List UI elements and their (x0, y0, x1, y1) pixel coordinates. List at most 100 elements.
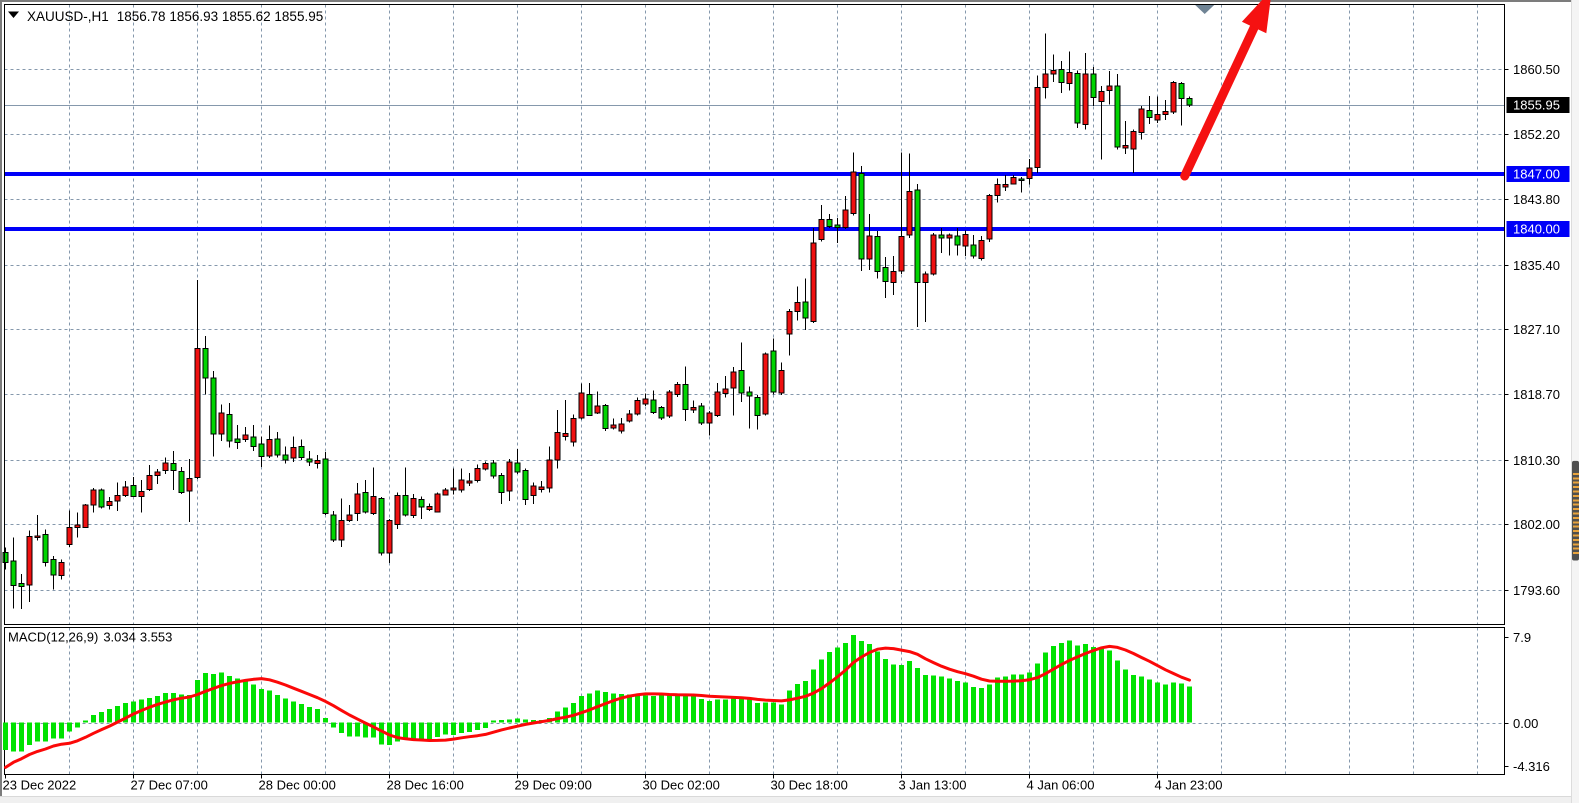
candle-body (386, 519, 393, 554)
candle (138, 480, 145, 513)
candle (1114, 74, 1121, 150)
macd-histogram-bar (763, 702, 768, 723)
macd-histogram-bar (19, 722, 24, 752)
candle-body (930, 234, 937, 275)
macd-histogram-bar (939, 676, 944, 723)
macd-histogram-bar (115, 706, 120, 723)
macd-histogram-bar (627, 694, 632, 723)
candle-body (450, 487, 457, 491)
candle-body (970, 244, 977, 257)
macd-indicator-name: MACD(12,26,9) (8, 630, 98, 645)
trend-arrow-shaft[interactable] (1180, 17, 1262, 181)
candle (18, 574, 25, 609)
candle-body (1074, 72, 1081, 124)
candle-body (1186, 97, 1193, 106)
window-border-top (0, 0, 1579, 2)
support-resistance-line[interactable] (4, 172, 1505, 176)
candle-body (850, 171, 857, 214)
candle (810, 228, 817, 323)
candle-body (650, 399, 657, 413)
candle (234, 424, 241, 449)
candle-body (66, 526, 73, 546)
macd-histogram-bar (339, 722, 344, 733)
price-axis-label: 1827.10 (1513, 322, 1560, 337)
macd-histogram-bar (379, 722, 384, 745)
time-axis-label: 30 Dec 18:00 (771, 778, 848, 793)
symbol-header: XAUUSD-,H1 1856.78 1856.93 1855.62 1855.9… (8, 9, 323, 24)
macd-histogram-bar (1107, 650, 1112, 723)
candle-body (370, 495, 377, 514)
scrollbar-thumb[interactable] (1572, 460, 1579, 561)
candle-body (546, 459, 553, 489)
macd-histogram-bar (899, 665, 904, 723)
support-resistance-line[interactable] (4, 227, 1505, 231)
candle (202, 336, 209, 395)
macd-histogram-bar (395, 722, 400, 742)
candle (490, 459, 497, 479)
candle-body (722, 388, 729, 395)
scrollbar[interactable] (1571, 0, 1579, 803)
symbol-dropdown-triangle-icon[interactable] (8, 11, 19, 19)
candle-body (442, 489, 449, 496)
macd-histogram-bar (963, 682, 968, 723)
candle (1058, 60, 1065, 93)
trend-arrow-annotation[interactable] (1180, 0, 1272, 181)
candle (890, 256, 897, 295)
candle (1138, 106, 1145, 140)
candle (42, 529, 49, 567)
candle (1026, 158, 1033, 185)
candle (794, 286, 801, 321)
candle (994, 178, 1001, 203)
candle-body (698, 405, 705, 424)
candle (1130, 129, 1137, 173)
candle-body (794, 302, 801, 312)
macd-histogram-bar (795, 684, 800, 723)
macd-histogram-bar (1003, 676, 1008, 723)
candle (738, 342, 745, 403)
macd-histogram-bar (91, 715, 96, 723)
macd-histogram-bar (451, 722, 456, 736)
candle (1074, 70, 1081, 128)
macd-histogram-bar (475, 722, 480, 730)
candle (602, 403, 609, 431)
candle-body (322, 458, 329, 514)
candle (850, 152, 857, 216)
candle (674, 382, 681, 397)
candle-body (178, 470, 185, 493)
candle-body (522, 470, 529, 500)
candle-body (1050, 69, 1057, 75)
macd-histogram-bar (971, 686, 976, 723)
price-axis-label: 1835.40 (1513, 258, 1560, 273)
candle-body (834, 224, 841, 228)
candle-body (690, 407, 697, 411)
macd-histogram-bar (1027, 672, 1032, 723)
candle-body (106, 501, 113, 507)
price-axis-label: 1852.20 (1513, 127, 1560, 142)
candle-body (770, 350, 777, 393)
candle (970, 235, 977, 259)
scrollbar-track[interactable] (1571, 0, 1579, 803)
window-bottom-strip (0, 797, 1579, 803)
macd-histogram-bar (835, 647, 840, 723)
macd-histogram-bar (1187, 686, 1192, 723)
candle (1066, 51, 1073, 91)
macd-histogram-bar (147, 697, 152, 723)
candle-body (34, 535, 41, 539)
macd-histogram-bar (683, 694, 688, 723)
trend-arrow-head[interactable] (1241, 0, 1272, 34)
macd-histogram-bar (315, 709, 320, 723)
candle-body (354, 493, 361, 514)
candle (418, 496, 425, 519)
macd-histogram-bar (675, 694, 680, 723)
candle-body (306, 458, 313, 463)
macd-histogram-bar (579, 696, 584, 723)
candle-body (298, 446, 305, 458)
macd-panel-frame (4, 627, 1505, 775)
macd-histogram-bar (187, 695, 192, 723)
candle-body (482, 463, 489, 470)
macd-histogram-bar (443, 722, 448, 735)
horizontal-level-lines[interactable] (4, 172, 1505, 231)
